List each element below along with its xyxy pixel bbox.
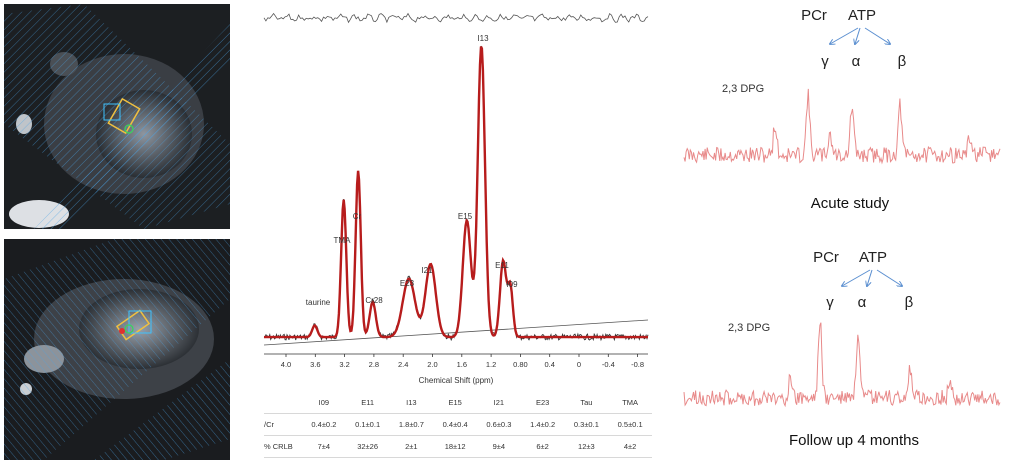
table-cell: 0.3±0.1: [564, 413, 609, 436]
x-tick-label: 0: [577, 360, 581, 369]
table-cell: 6±2: [520, 435, 565, 458]
caption-followup: Follow up 4 months: [789, 432, 919, 449]
x-axis-label: Chemical Shift (ppm): [419, 376, 494, 385]
dpg-label-followup: 2,3 DPG: [728, 322, 770, 334]
x-axis-ticks: 4.0 3.6 3.2 2.8 2.4 2.0 1.6 1.2 0.80 0.4 0 -0.4 -0.8: [281, 354, 644, 369]
table-header-cell: Tau: [564, 392, 609, 414]
caption-acute: Acute study: [811, 195, 890, 212]
mri-image-top: [4, 4, 230, 229]
table-header-cell: TMA: [608, 392, 652, 414]
peak-label-i09: I09: [506, 280, 518, 289]
alpha-label-followup: α: [858, 294, 867, 311]
peak-label-i13: I13: [477, 34, 489, 43]
table-cell: 4±2: [608, 435, 652, 458]
table-header-cell: E11: [345, 392, 390, 414]
arrow-gamma-acute: [830, 27, 859, 44]
peak-label-cr: Cr: [353, 212, 362, 221]
dpg-label-acute: 2,3 DPG: [722, 83, 764, 95]
raw-spectrum-trace: [263, 45, 649, 342]
fitted-spectrum-trace: [264, 46, 648, 339]
peak-label-e11: E11: [495, 261, 509, 270]
atp-label-acute: ATP: [848, 7, 876, 24]
table-header-cell: I09: [302, 392, 346, 414]
peak-label-taurine: taurine: [306, 298, 331, 307]
phosphorus-spectra: PCr ATP γ α β 2,3 DPG Acute study PCr AT…: [670, 0, 1024, 464]
table-cell: 0.6±0.3: [477, 413, 521, 436]
table-header-row: I09 E11 I13 E15 I21 E23 Tau TMA: [264, 392, 652, 414]
x-tick-label: 1.2: [486, 360, 496, 369]
peak-label-cr28: Cr28: [365, 296, 383, 305]
table-row-label: /Cr: [264, 413, 302, 436]
table-cell: 2±1: [389, 435, 434, 458]
x-tick-label: 0.4: [544, 360, 554, 369]
proton-mrs-chart: 4.0 3.6 3.2 2.8 2.4 2.0 1.6 1.2 0.80 0.4 0 -0.4 -0.8…: [236, 0, 666, 464]
x-tick-label: 0.80: [513, 360, 528, 369]
table-cell: 12±3: [564, 435, 609, 458]
x-tick-label: 3.6: [310, 360, 320, 369]
cardiac-mri-bottom: [4, 239, 230, 460]
gamma-label-acute: γ: [821, 53, 829, 70]
peak-label-i21: I21: [421, 266, 433, 275]
gamma-label-followup: γ: [826, 294, 834, 311]
pcr-label-followup: PCr: [813, 249, 839, 266]
baseline-curve: [263, 319, 649, 346]
table-row-label: % CRLB: [264, 435, 302, 458]
arrow-alpha-followup: [867, 269, 873, 286]
x-tick-label: -0.4: [602, 360, 615, 369]
table-header-cell: E23: [520, 392, 565, 414]
table-cell: 0.1±0.1: [345, 413, 390, 436]
pcr-label-acute: PCr: [801, 7, 827, 24]
mrs-spectrum-svg: 4.0 3.6 3.2 2.8 2.4 2.0 1.6 1.2 0.80 0.4 0 -0.4 -0.8…: [263, 12, 649, 385]
table-header-cell: E15: [433, 392, 477, 414]
table-row: % CRLB 7±4 32±26 2±1 18±12 9±4 6±2 12±3 …: [264, 435, 652, 458]
x-tick-label: 4.0: [281, 360, 291, 369]
x-tick-label: -0.8: [631, 360, 644, 369]
arrow-alpha-acute: [855, 27, 861, 44]
table-header-cell: I21: [477, 392, 521, 414]
table-cell: 0.5±0.1: [608, 413, 652, 436]
x-tick-label: 2.0: [427, 360, 437, 369]
mri-image-bottom: [4, 239, 230, 460]
arrow-beta-followup: [876, 269, 902, 286]
arrow-gamma-followup: [842, 269, 871, 286]
beta-label-followup: β: [905, 294, 914, 311]
metabolite-table: I09 E11 I13 E15 I21 E23 Tau TMA /Cr 0.4±…: [264, 392, 652, 458]
p31-spectra-svg: PCr ATP γ α β 2,3 DPG Acute study PCr AT…: [683, 7, 1001, 449]
table-header-cell: I13: [389, 392, 434, 414]
p31-acute-panel: PCr ATP γ α β 2,3 DPG Acute study: [683, 7, 1001, 212]
atp-label-followup: ATP: [859, 249, 887, 266]
table-cell: 0.4±0.4: [433, 413, 477, 436]
table-cell: 32±26: [345, 435, 390, 458]
table-cell: 7±4: [302, 435, 346, 458]
x-tick-label: 3.2: [339, 360, 349, 369]
alpha-label-acute: α: [852, 53, 861, 70]
table-header-cell: [264, 392, 302, 414]
table-cell: 1.8±0.7: [389, 413, 434, 436]
beta-label-acute: β: [898, 53, 907, 70]
peak-label-e23: E23: [400, 279, 415, 288]
table-cell: 18±12: [433, 435, 477, 458]
peak-label-e15: E15: [458, 212, 473, 221]
table-cell: 9±4: [477, 435, 521, 458]
x-tick-label: 2.8: [369, 360, 379, 369]
x-tick-label: 2.4: [398, 360, 408, 369]
table-cell: 0.4±0.2: [302, 413, 346, 436]
p31-acute-trace: [683, 88, 1001, 165]
x-tick-label: 1.6: [457, 360, 467, 369]
cardiac-mri-top: [4, 4, 230, 229]
peak-label-tma: TMA: [334, 236, 352, 245]
fit-residual-trace: [263, 12, 649, 24]
table-row: /Cr 0.4±0.2 0.1±0.1 1.8±0.7 0.4±0.4 0.6±…: [264, 413, 652, 436]
p31-followup-trace: [683, 322, 1001, 408]
p31-followup-panel: PCr ATP γ α β 2,3 DPG Follow up 4 months: [683, 249, 1001, 449]
table-cell: 1.4±0.2: [520, 413, 565, 436]
arrow-beta-acute: [864, 27, 890, 44]
